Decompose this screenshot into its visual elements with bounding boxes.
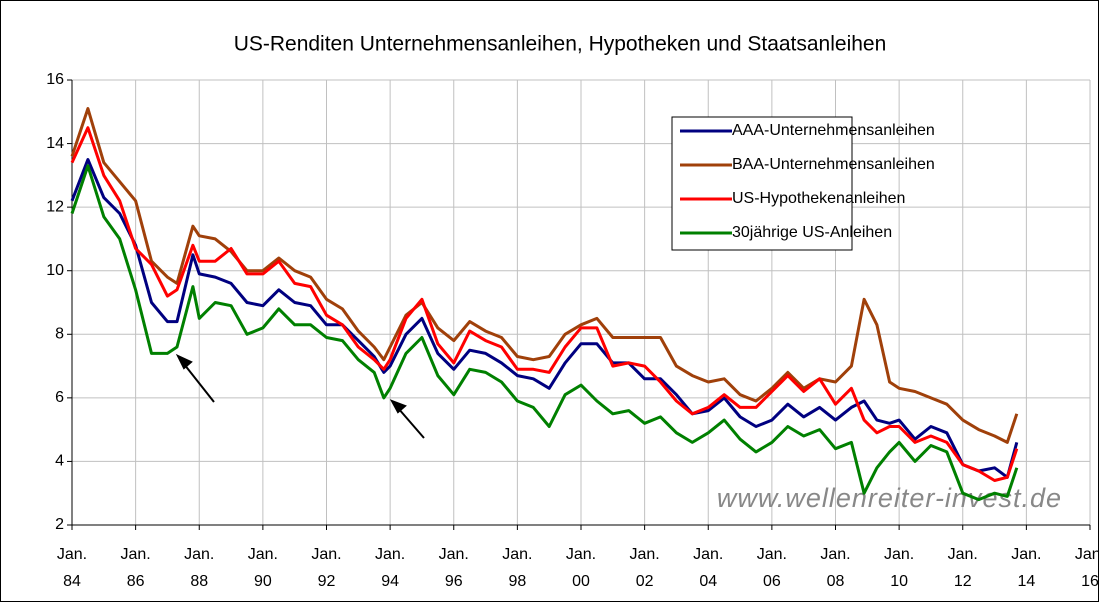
x-tick-label: Jan. 88 [184, 546, 214, 590]
x-tick-label: Jan. 92 [311, 546, 341, 590]
y-tick-label: 12 [46, 198, 64, 215]
series-line [70, 164, 1019, 502]
watermark: www.wellenreiter-invest.de [717, 483, 1062, 513]
x-tick-label: Jan. 98 [502, 546, 532, 590]
legend-box [671, 116, 853, 251]
x-tick-label: Jan. 10 [884, 546, 914, 590]
series-line [70, 107, 1019, 444]
legend-label: BAA-Unternehmensanleihen [732, 156, 935, 173]
legend-label: 30jährige US-Anleihen [732, 224, 892, 241]
arrows [175, 353, 425, 439]
x-tick-label: Jan. 00 [566, 546, 596, 590]
x-tick-label: Jan. 04 [693, 546, 723, 590]
y-tick-label: 10 [46, 262, 64, 279]
y-tick-label: 6 [55, 389, 64, 406]
chart-title: US-Renditen Unternehmensanleihen, Hypoth… [234, 33, 887, 56]
x-tick-label: Jan. 94 [375, 546, 405, 590]
x-tick-label: Jan. 84 [57, 546, 87, 590]
x-tick-label: Jan. 86 [121, 546, 151, 590]
y-tick-label: 14 [46, 135, 64, 152]
x-tick-label: Jan. 06 [757, 546, 787, 590]
legend-label: AAA-Unternehmensanleihen [732, 122, 935, 139]
series-line [70, 126, 1019, 482]
y-tick-label: 8 [55, 326, 64, 343]
x-tick-label: Jan. 96 [439, 546, 469, 590]
y-tick-label: 2 [55, 516, 64, 533]
legend-label: US-Hypothekenanleihen [732, 190, 905, 207]
x-tick-label: Jan. 08 [820, 546, 850, 590]
x-tick-label: Jan. 90 [248, 546, 278, 590]
series-line [70, 158, 1019, 479]
y-tick-label: 16 [46, 71, 64, 88]
x-tick-label: Jan. 12 [948, 546, 978, 590]
x-tick-label: Jan.16 [1075, 546, 1099, 590]
x-tick-label: Jan. 14 [1011, 546, 1041, 590]
x-tick-label: Jan. 02 [630, 546, 660, 590]
y-tick-label: 4 [55, 453, 64, 470]
